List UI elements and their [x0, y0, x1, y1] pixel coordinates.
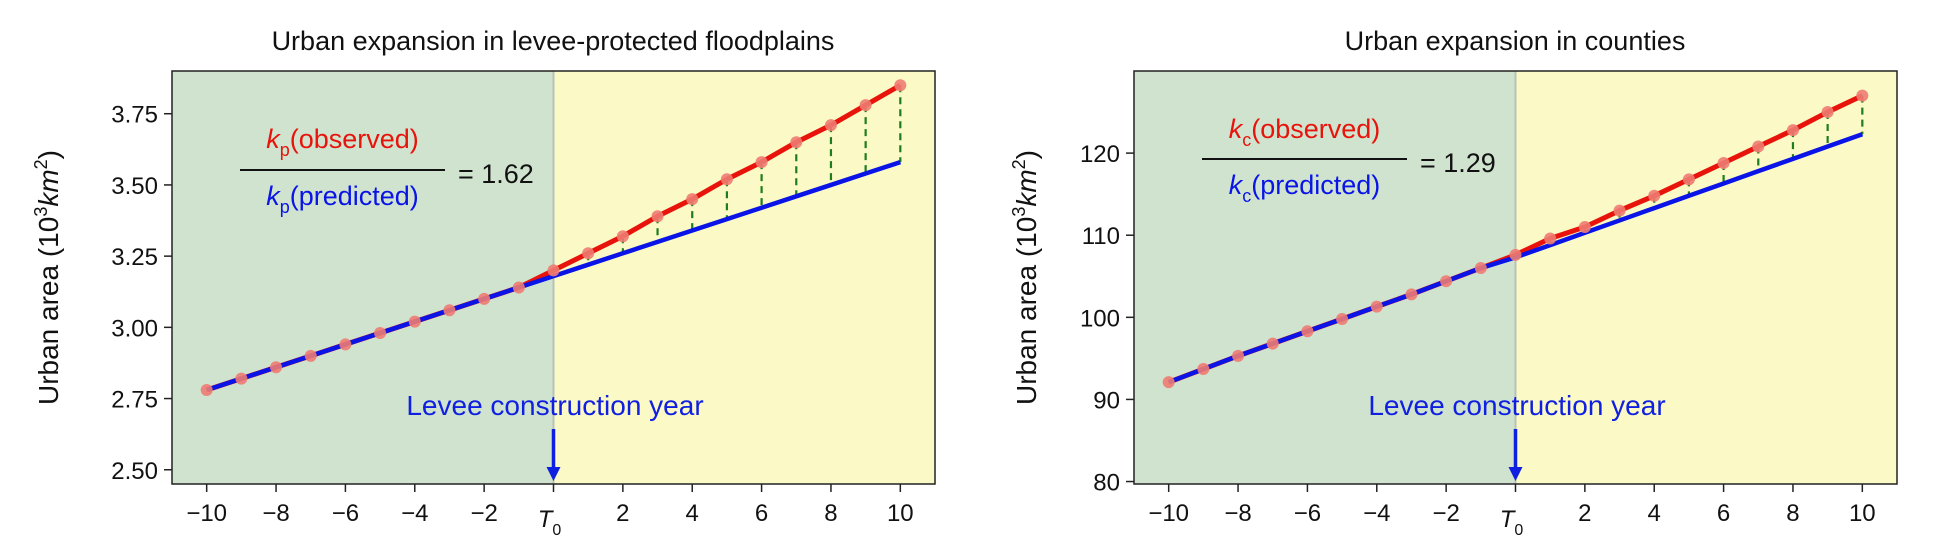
x-tick-label: −6 — [1294, 500, 1321, 527]
levee-construction-label: Levee construction year — [406, 390, 703, 421]
x-tick-label: 4 — [686, 500, 699, 527]
pre-levee-region — [172, 71, 554, 484]
observed-data-point — [374, 327, 387, 340]
observed-data-point — [1648, 189, 1661, 202]
levee-arrow-down-icon — [1508, 467, 1523, 481]
x-tick-label: 6 — [755, 500, 768, 527]
y-axis-label: Urban area (103km2) — [31, 150, 64, 405]
observed-data-point — [443, 304, 456, 317]
x-tick-label: −2 — [470, 500, 497, 527]
y-tick-label: 2.75 — [111, 387, 158, 414]
x-tick-label: −10 — [1148, 500, 1189, 527]
x-tick-label: 6 — [1717, 500, 1730, 527]
x-tick-label: 2 — [616, 500, 629, 527]
x-tick-label: 2 — [1578, 500, 1591, 527]
x-tick-label: −10 — [186, 500, 227, 527]
x-tick-label: −8 — [262, 500, 289, 527]
observed-data-point — [1370, 300, 1383, 313]
x-tick-label: 8 — [824, 500, 837, 527]
x-tick-label: −8 — [1224, 500, 1251, 527]
x-tick-label: −4 — [1363, 500, 1390, 527]
observed-data-point — [1197, 363, 1210, 376]
ratio-denominator: kp(predicted) — [266, 181, 419, 217]
observed-data-point — [1544, 232, 1557, 245]
observed-data-point — [1301, 325, 1314, 338]
observed-data-point — [235, 372, 248, 385]
y-tick-label: 2.50 — [111, 458, 158, 485]
observed-data-point — [1752, 140, 1765, 153]
plot-frame — [171, 70, 936, 485]
post-levee-region — [1515, 71, 1897, 484]
ratio-value: = 1.62 — [458, 159, 534, 189]
chart-panel-1: Urban expansion in levee-protected flood… — [31, 26, 936, 539]
y-tick-label: 120 — [1080, 141, 1120, 168]
observed-data-point — [512, 281, 525, 294]
chart-title: Urban expansion in counties — [1345, 26, 1686, 56]
observed-data-point — [616, 230, 629, 243]
x-tick-label: −2 — [1432, 500, 1459, 527]
observed-data-point — [582, 247, 595, 260]
observed-data-point — [755, 156, 768, 169]
observed-data-point — [200, 384, 213, 397]
observed-data-point — [1578, 221, 1591, 234]
observed-data-point — [1474, 262, 1487, 275]
ratio-numerator: kc(observed) — [1229, 114, 1381, 150]
post-levee-region — [553, 71, 935, 484]
y-tick-label: 80 — [1093, 470, 1120, 497]
x-tick-label: −4 — [401, 500, 428, 527]
observed-data-point — [1336, 312, 1349, 325]
observed-data-point — [824, 119, 837, 132]
observed-data-point — [339, 338, 352, 351]
x-tick-label: 10 — [887, 500, 914, 527]
observed-data-point — [1162, 376, 1175, 389]
y-axis-label: Urban area (103km2) — [1009, 150, 1042, 405]
x-tick-label: −6 — [332, 500, 359, 527]
observed-data-point — [270, 361, 283, 374]
ratio-denominator: kc(predicted) — [1229, 170, 1381, 206]
levee-construction-label: Levee construction year — [1368, 390, 1665, 421]
observed-data-point — [894, 79, 907, 92]
observed-data-point — [1821, 106, 1834, 119]
y-tick-label: 100 — [1080, 305, 1120, 332]
observed-data-point — [790, 136, 803, 149]
chart-panel-2: Urban expansion in counties 80 90 100 110 120… — [1009, 26, 1898, 539]
x-tick-label-t0: T0 — [1500, 506, 1524, 539]
y-tick-label: 3.25 — [111, 244, 158, 271]
levee-arrow-down-icon — [546, 467, 561, 481]
observed-data-point — [1509, 248, 1522, 261]
observed-data-point — [1232, 349, 1245, 362]
observed-data-point — [1856, 89, 1869, 102]
observed-data-point — [1786, 124, 1799, 137]
observed-data-point — [1613, 204, 1626, 217]
observed-data-point — [304, 349, 317, 362]
observed-data-point — [547, 264, 560, 277]
observed-data-point — [1682, 173, 1695, 186]
observed-data-point — [686, 193, 699, 206]
observed-data-point — [859, 99, 872, 112]
observed-data-point — [1440, 275, 1453, 288]
y-tick-label: 3.00 — [111, 315, 158, 342]
x-tick-label-t0: T0 — [538, 506, 562, 539]
x-tick-label: 4 — [1648, 500, 1661, 527]
observed-data-point — [1717, 156, 1730, 169]
observed-data-point — [408, 315, 421, 328]
ratio-value: = 1.29 — [1420, 148, 1496, 178]
x-tick-label: 8 — [1786, 500, 1799, 527]
chart-title: Urban expansion in levee-protected flood… — [272, 26, 835, 56]
observed-data-point — [651, 210, 664, 223]
y-tick-label: 110 — [1082, 223, 1120, 250]
observed-data-point — [720, 173, 733, 186]
y-tick-label: 3.75 — [111, 102, 158, 129]
ratio-numerator: kp(observed) — [266, 124, 419, 160]
observed-data-point — [1266, 337, 1279, 350]
observed-data-point — [478, 292, 491, 305]
observed-data-point — [1405, 288, 1418, 301]
y-tick-label: 90 — [1093, 387, 1120, 414]
x-tick-label: 10 — [1849, 500, 1876, 527]
y-tick-label: 3.50 — [111, 173, 158, 200]
plot-frame — [1133, 70, 1898, 485]
